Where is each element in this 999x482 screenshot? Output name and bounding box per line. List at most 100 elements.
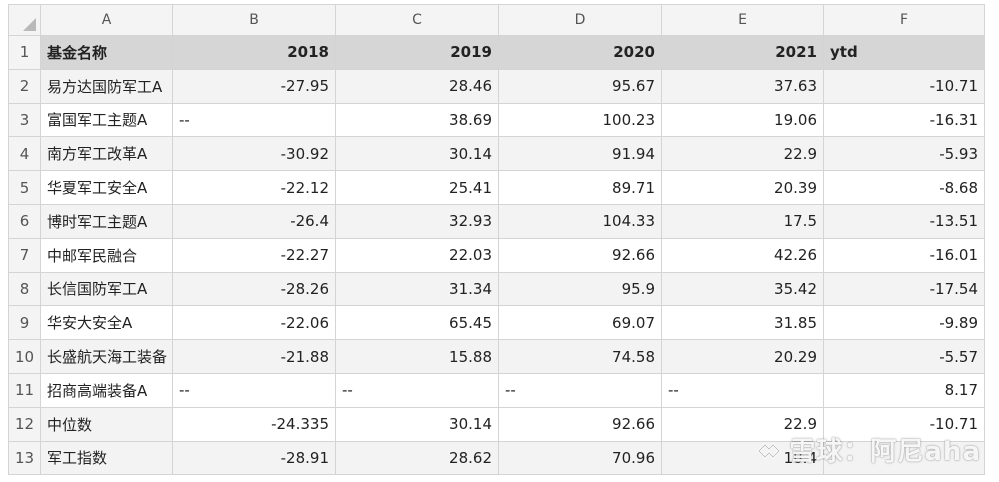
cell-2019[interactable]: 30.14 [335, 136, 499, 172]
cell-ytd[interactable]: -10.71 [823, 406, 985, 442]
header-cell-2020[interactable]: 2020 [498, 35, 662, 70]
column-header-b[interactable]: B [172, 4, 336, 36]
cell-fund-name[interactable]: 南方军工改革A [40, 136, 173, 172]
cell-2021[interactable]: 35.42 [661, 271, 824, 307]
cell-2019[interactable]: 65.45 [335, 305, 499, 341]
cell-2018[interactable]: -- [172, 372, 336, 408]
select-all-triangle-icon [23, 18, 36, 31]
row-number[interactable]: 13 [8, 440, 41, 476]
cell-2019[interactable]: 15.88 [335, 339, 499, 374]
cell-2021[interactable]: 20.29 [661, 339, 824, 374]
cell-fund-name[interactable]: 博时军工主题A [40, 203, 173, 239]
column-header-d[interactable]: D [498, 4, 662, 36]
cell-2018[interactable]: -28.26 [172, 271, 336, 307]
cell-2020[interactable]: 92.66 [498, 406, 662, 442]
cell-fund-name[interactable]: 军工指数 [40, 440, 173, 476]
cell-ytd[interactable]: -13.51 [823, 203, 985, 239]
cell-ytd[interactable]: -8.68 [823, 170, 985, 205]
cell-2020[interactable]: 91.94 [498, 136, 662, 172]
header-cell-ytd[interactable]: ytd [823, 35, 985, 70]
header-cell-2018[interactable]: 2018 [172, 35, 336, 70]
cell-2021[interactable]: 42.26 [661, 237, 824, 273]
cell-ytd[interactable] [823, 440, 985, 476]
cell-ytd[interactable]: -16.01 [823, 237, 985, 273]
cell-2020[interactable]: 104.33 [498, 203, 662, 239]
cell-2021[interactable]: 31.85 [661, 305, 824, 341]
cell-fund-name[interactable]: 长盛航天海工装备 [40, 339, 173, 374]
cell-2020[interactable]: 92.66 [498, 237, 662, 273]
cell-2019[interactable]: 28.62 [335, 440, 499, 476]
cell-2021[interactable]: 20.39 [661, 170, 824, 205]
cell-ytd[interactable]: -5.57 [823, 339, 985, 374]
cell-2019[interactable]: 22.03 [335, 237, 499, 273]
cell-2019[interactable]: 32.93 [335, 203, 499, 239]
cell-2020[interactable]: 69.07 [498, 305, 662, 341]
cell-2021[interactable]: 17.5 [661, 203, 824, 239]
cell-fund-name[interactable]: 易方达国防军工A [40, 68, 173, 104]
cell-2020[interactable]: 95.9 [498, 271, 662, 307]
cell-2020[interactable]: 89.71 [498, 170, 662, 205]
cell-2021[interactable]: 19.06 [661, 102, 824, 138]
cell-2021[interactable]: 22.9 [661, 136, 824, 172]
row-number[interactable]: 5 [8, 170, 41, 205]
cell-2018[interactable]: -22.06 [172, 305, 336, 341]
row-number[interactable]: 2 [8, 68, 41, 104]
cell-2019[interactable]: 25.41 [335, 170, 499, 205]
cell-2018[interactable]: -27.95 [172, 68, 336, 104]
cell-2020[interactable]: 74.58 [498, 339, 662, 374]
cell-fund-name[interactable]: 中邮军民融合 [40, 237, 173, 273]
cell-2018[interactable]: -24.335 [172, 406, 336, 442]
cell-2019[interactable]: 30.14 [335, 406, 499, 442]
column-header-c[interactable]: C [335, 4, 499, 36]
cell-ytd[interactable]: -5.93 [823, 136, 985, 172]
cell-2018[interactable]: -22.12 [172, 170, 336, 205]
cell-ytd[interactable]: -9.89 [823, 305, 985, 341]
column-header-a[interactable]: A [40, 4, 173, 36]
row-number[interactable]: 1 [8, 35, 41, 70]
cell-2018[interactable]: -22.27 [172, 237, 336, 273]
cell-2018[interactable]: -21.88 [172, 339, 336, 374]
cell-2019[interactable]: 28.46 [335, 68, 499, 104]
select-all-corner[interactable] [8, 4, 41, 36]
cell-2021[interactable]: 22.9 [661, 406, 824, 442]
row-number[interactable]: 8 [8, 271, 41, 307]
cell-ytd[interactable]: 8.17 [823, 372, 985, 408]
cell-2021[interactable]: 18.4 [661, 440, 824, 476]
column-header-e[interactable]: E [661, 4, 824, 36]
cell-2019[interactable]: 31.34 [335, 271, 499, 307]
cell-fund-name[interactable]: 富国军工主题A [40, 102, 173, 138]
cell-fund-name[interactable]: 中位数 [40, 406, 173, 442]
cell-2019[interactable]: 38.69 [335, 102, 499, 138]
cell-2018[interactable]: -30.92 [172, 136, 336, 172]
cell-2020[interactable]: 70.96 [498, 440, 662, 476]
table-row: 2 易方达国防军工A -27.95 28.46 95.67 37.63 -10.71 [8, 68, 985, 104]
row-number[interactable]: 6 [8, 203, 41, 239]
cell-2020[interactable]: 100.23 [498, 102, 662, 138]
column-header-f[interactable]: F [823, 4, 985, 36]
row-number[interactable]: 10 [8, 339, 41, 374]
cell-2018[interactable]: -28.91 [172, 440, 336, 476]
cell-2018[interactable]: -- [172, 102, 336, 138]
cell-ytd[interactable]: -16.31 [823, 102, 985, 138]
cell-2021[interactable]: 37.63 [661, 68, 824, 104]
header-cell-2019[interactable]: 2019 [335, 35, 499, 70]
cell-fund-name[interactable]: 华夏军工安全A [40, 170, 173, 205]
row-number[interactable]: 9 [8, 305, 41, 341]
cell-2020[interactable]: -- [498, 372, 662, 408]
cell-ytd[interactable]: -17.54 [823, 271, 985, 307]
row-number[interactable]: 3 [8, 102, 41, 138]
cell-2021[interactable]: -- [661, 372, 824, 408]
cell-fund-name[interactable]: 长信国防军工A [40, 271, 173, 307]
cell-fund-name[interactable]: 华安大安全A [40, 305, 173, 341]
cell-2020[interactable]: 95.67 [498, 68, 662, 104]
cell-fund-name[interactable]: 招商高端装备A [40, 372, 173, 408]
header-cell-2021[interactable]: 2021 [661, 35, 824, 70]
row-number[interactable]: 11 [8, 372, 41, 408]
cell-ytd[interactable]: -10.71 [823, 68, 985, 104]
cell-2018[interactable]: -26.4 [172, 203, 336, 239]
row-number[interactable]: 12 [8, 406, 41, 442]
cell-2019[interactable]: -- [335, 372, 499, 408]
row-number[interactable]: 4 [8, 136, 41, 172]
header-cell-fund-name[interactable]: 基金名称 [40, 35, 173, 70]
row-number[interactable]: 7 [8, 237, 41, 273]
